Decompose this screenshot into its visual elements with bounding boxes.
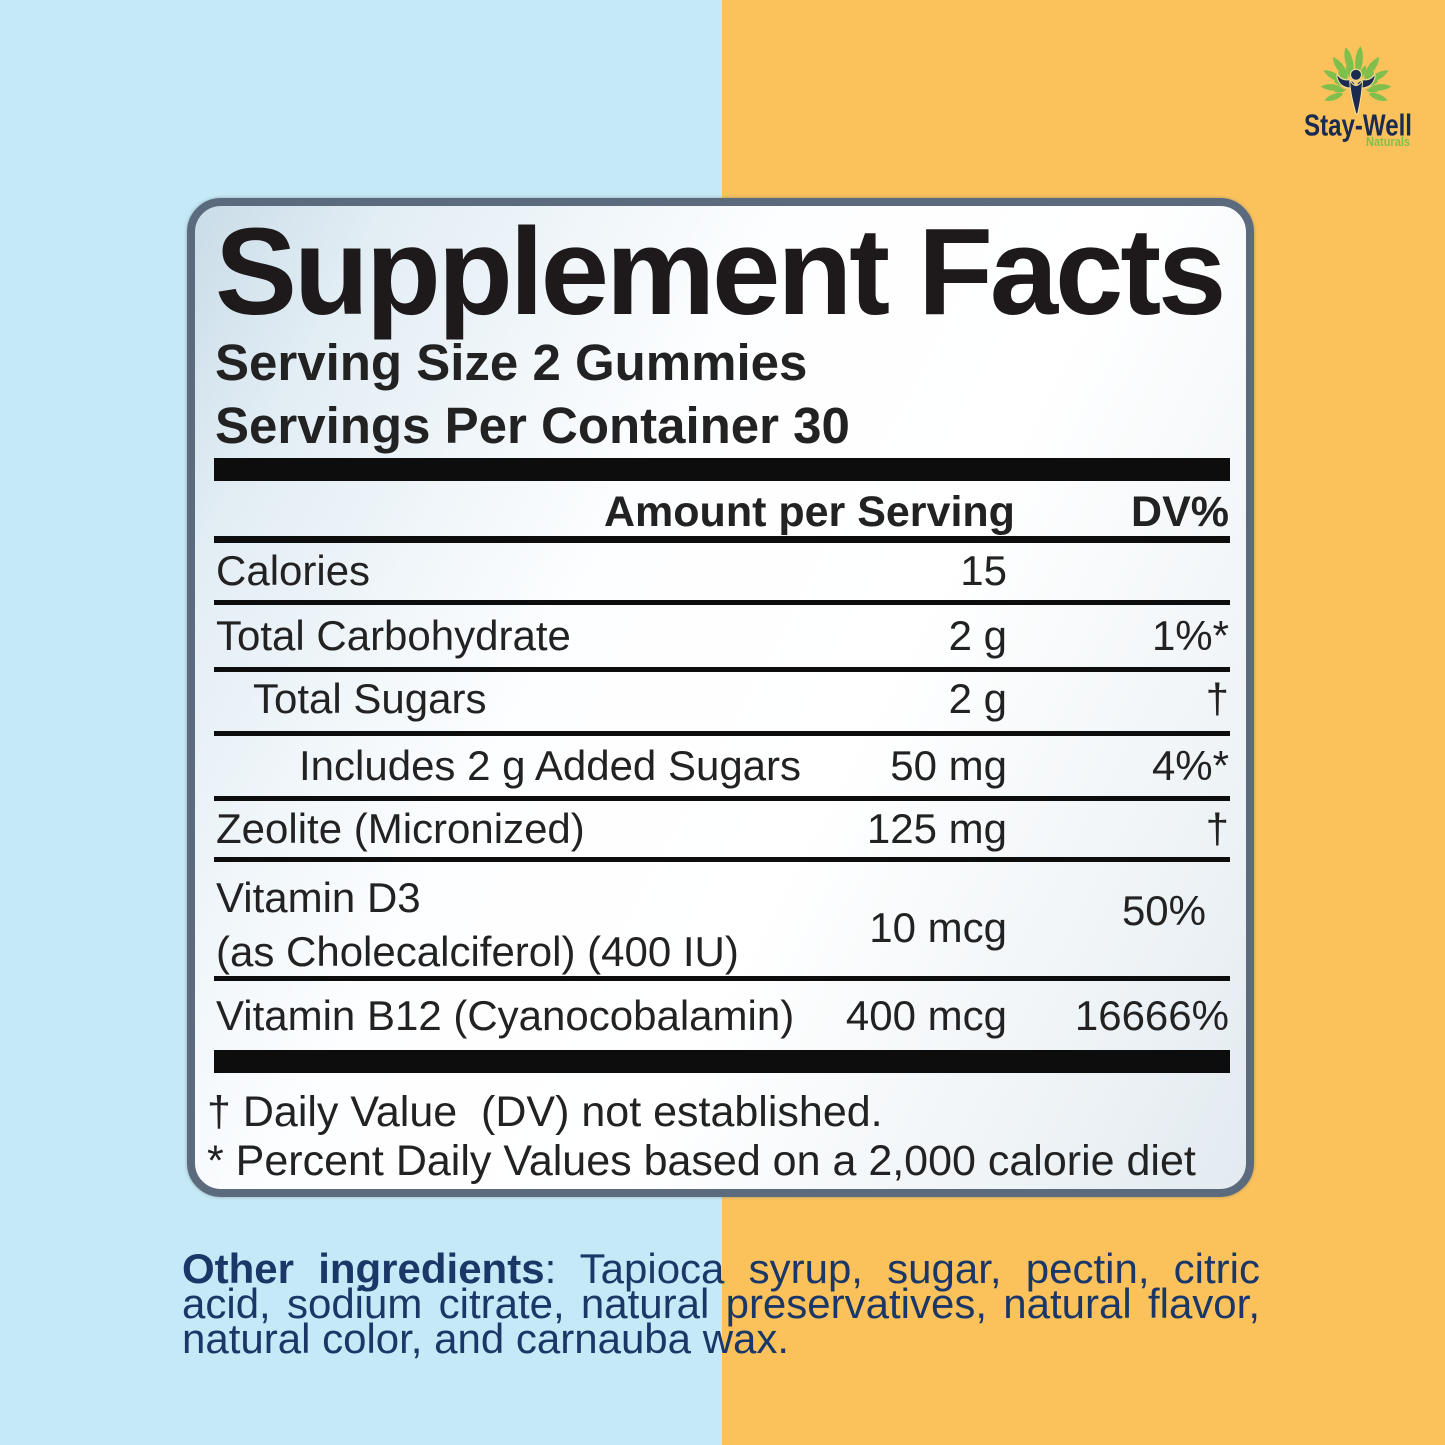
svg-text:Stay-Well: Stay-Well bbox=[1304, 108, 1412, 143]
svg-text:Naturals: Naturals bbox=[1366, 134, 1410, 149]
